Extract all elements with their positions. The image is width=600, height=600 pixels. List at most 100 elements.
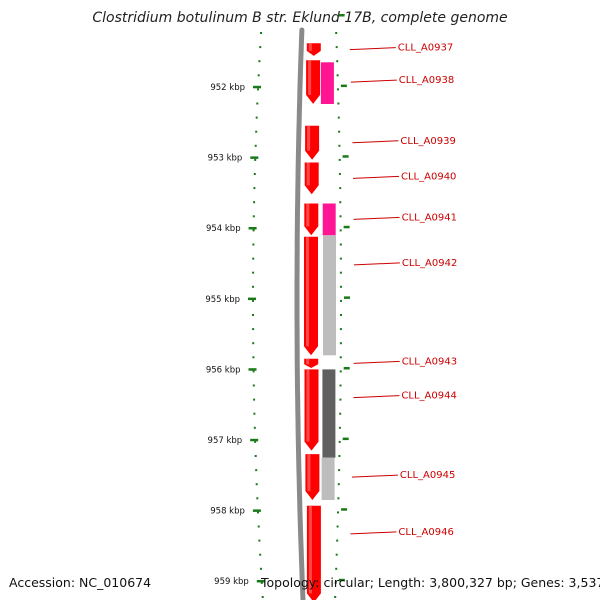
gene-label: CLL_A0938 [399,75,454,86]
ruler-dot-outer [339,356,342,359]
ruler-dot-inner [254,440,257,443]
leader-line [352,175,400,179]
leader-line [352,140,399,144]
scale-label: 959 kbp [214,577,249,587]
ruler-dot-outer [335,567,338,570]
ruler-dot-outer [339,342,342,345]
ruler-tick-outer [342,155,349,158]
ruler-dot-inner [252,299,254,302]
ruler-tick-outer [338,578,345,582]
ruler-dot-inner [257,511,259,514]
ruler-dot-outer [338,469,341,472]
backbone-arc [294,27,306,600]
map-title: Clostridium botulinum B str. Eklund 17B,… [92,10,508,26]
ruler-dot-inner [255,469,258,472]
gene-label: CLL_A0943 [402,356,457,367]
gene-label: CLL_A0945 [400,470,455,481]
ruler-dot-outer [334,596,337,598]
ruler-dot-outer [339,257,342,260]
ruler-dot-outer [338,426,341,429]
ruler-dot-outer [339,384,342,387]
ruler-dot-outer [339,243,342,246]
ruler-dot-outer [339,398,342,401]
ruler-dot-outer [335,32,338,34]
scale-tick [248,227,257,230]
gene-arrow-highlight [306,236,309,347]
gene-arrow-highlight [308,505,312,594]
ruler-dot-inner [253,187,256,190]
gene-arrow-highlight [308,43,312,51]
ruler-dot-inner [255,483,258,486]
scale-tick [253,85,261,89]
leader-line [353,262,400,266]
ruler-dot-inner [258,60,261,63]
gene-arrow-highlight [306,369,310,442]
topology-text: Topology: circular; Length: 3,800,327 bp… [261,575,600,590]
gene-label: CLL_A0937 [398,43,453,54]
scale-tick [248,297,256,301]
accession-text: Accession: NC_010674 [9,575,152,590]
hit-block [323,235,336,356]
gene-arrow-highlight [307,454,311,491]
ruler-dot-inner [252,342,255,345]
ruler-dot-inner [253,173,256,175]
ruler-dot-inner [260,567,262,570]
ruler-dot-inner [253,412,256,415]
ruler-dot-outer [337,483,340,486]
ruler-dot-inner [257,74,260,77]
ruler-dot-outer [339,412,342,415]
ruler-dot-outer [338,158,341,161]
ruler-dot-outer [337,497,340,500]
ruler-tick-outer [338,14,345,17]
ruler-dot-outer [339,187,342,190]
scale-label: 958 kbp [210,507,245,517]
gene-label: CLL_A0939 [400,136,455,147]
ruler-dot-inner [255,130,258,133]
ruler-tick-outer [344,296,350,299]
ruler-dot-inner [254,455,257,457]
leader-line [353,395,400,399]
ruler-tick-outer [343,225,350,229]
ruler-dot-outer [339,215,342,218]
ruler-dot-inner [252,384,255,387]
hit-block [321,457,335,500]
ruler-tick-outer [340,84,347,88]
ruler-dot-inner [256,497,259,500]
ruler-dot-outer [337,116,340,119]
ruler-dot-inner [252,271,255,274]
ruler-dot-outer [335,46,338,49]
ruler-dot-inner [253,398,256,401]
ruler-dot-inner [252,215,255,218]
hit-block [322,203,336,236]
leader-line [351,474,398,478]
ruler-dot-outer [337,88,339,91]
leader-line [350,79,397,83]
scale-label: 955 kbp [205,295,240,305]
ruler-dot-outer [338,144,341,147]
scale-label: 956 kbp [206,365,241,375]
ruler-dot-outer [337,511,339,514]
ruler-dot-outer [338,455,341,457]
ruler-dot-inner [257,88,259,91]
ruler-dot-outer [339,229,342,232]
ruler-dot-outer [337,102,340,105]
ruler-dot-outer [339,201,342,204]
scale-label: 953 kbp [208,154,243,164]
ruler-dot-inner [255,116,258,119]
ruler-tick-outer [343,367,350,370]
hit-block [322,369,336,458]
ruler-dot-inner [252,314,254,316]
ruler-dot-inner [258,539,261,542]
ruler-dot-inner [252,285,254,288]
scale-tick [252,509,261,512]
ruler-dot-inner [252,243,255,246]
ruler-dot-inner [253,201,256,204]
ruler-dot-inner [259,553,262,556]
ruler-dot-outer [339,328,342,331]
ruler-dot-inner [254,158,257,161]
leader-line [353,216,400,220]
ruler-tick-outer [342,437,349,441]
gene-label: CLL_A0944 [401,391,456,402]
gene-label: CLL_A0942 [402,258,457,269]
